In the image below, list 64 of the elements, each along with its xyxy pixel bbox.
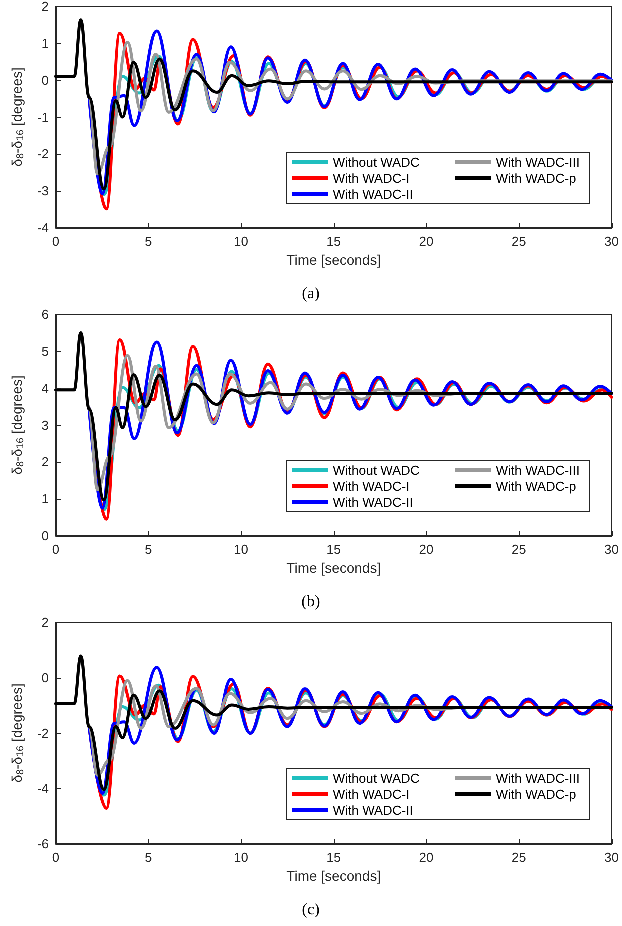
x-tick-label: 15	[326, 850, 342, 865]
legend-label: Without WADC	[333, 463, 420, 478]
y-tick-label: -4	[37, 781, 49, 796]
y-tick-label: 0	[42, 670, 49, 686]
x-tick-label: 10	[234, 234, 248, 249]
x-tick-label: 30	[604, 234, 620, 249]
legend-label: With WADC-p	[496, 171, 576, 186]
x-tick-label: 10	[234, 542, 248, 557]
x-tick-label: 15	[326, 542, 342, 557]
x-tick-label: 25	[512, 234, 526, 249]
legend-label: With WADC-I	[333, 479, 410, 494]
x-tick-label: 25	[512, 850, 526, 865]
y-tick-label: -3	[37, 184, 49, 199]
legend-label: Without WADC	[333, 155, 420, 170]
legend-label: With WADC-III	[496, 771, 580, 786]
y-tick-label: 2	[42, 615, 49, 630]
x-tick-label: 20	[419, 234, 434, 249]
y-tick-label: 6	[42, 307, 49, 322]
x-tick-label: 30	[604, 542, 620, 557]
y-tick-label: -2	[37, 726, 49, 741]
legend-label: With WADC-III	[496, 155, 580, 170]
x-tick-label: 20	[419, 542, 434, 557]
y-tick-label: 0	[42, 72, 49, 88]
y-tick-label: 1	[42, 492, 49, 507]
x-tick-label: 0	[52, 234, 60, 249]
x-tick-label: 0	[52, 850, 60, 865]
text: (c)	[302, 902, 320, 918]
x-tick-label: 5	[145, 542, 152, 557]
x-tick-label: 25	[512, 542, 526, 557]
x-tick-label: 5	[145, 234, 152, 249]
y-tick-label: 2	[42, 454, 49, 470]
text: (b)	[302, 594, 320, 610]
legend-label: With WADC-p	[496, 787, 576, 802]
x-tick-label: 0	[52, 542, 60, 557]
legend-label: With WADC-I	[333, 171, 410, 186]
y-tick-label: 2	[42, 0, 49, 14]
x-tick-label: 15	[326, 234, 342, 249]
legend-label: With WADC-III	[496, 463, 580, 478]
y-tick-label: -1	[37, 110, 49, 125]
y-tick-label: -6	[37, 836, 49, 852]
x-tick-label: 5	[145, 850, 152, 865]
y-axis-title: δ8-δ16 [degrees]	[9, 376, 26, 475]
y-tick-label: 5	[42, 344, 49, 359]
y-axis-title: δ8-δ16 [degrees]	[9, 684, 26, 783]
legend-label: With WADC-I	[333, 787, 410, 802]
x-tick-label: 10	[234, 850, 248, 865]
legend-label: Without WADC	[333, 771, 420, 786]
text: (a)	[302, 286, 320, 302]
x-tick-label: 30	[604, 850, 620, 865]
y-tick-label: -2	[37, 146, 49, 162]
legend-label: With WADC-p	[496, 479, 576, 494]
y-tick-label: 0	[42, 528, 49, 544]
legend-label: With WADC-II	[333, 495, 414, 510]
y-tick-label: 4	[42, 380, 49, 396]
legend-label: With WADC-II	[333, 803, 414, 818]
y-tick-label: -4	[37, 220, 49, 236]
y-tick-label: 1	[42, 36, 49, 51]
y-tick-label: 3	[42, 418, 49, 433]
y-axis-title: δ8-δ16 [degrees]	[9, 68, 26, 167]
x-axis-title: Time [seconds]	[286, 560, 382, 576]
x-tick-label: 20	[419, 850, 434, 865]
legend-label: With WADC-II	[333, 187, 414, 202]
x-axis-title: Time [seconds]	[286, 252, 382, 268]
x-axis-title: Time [seconds]	[286, 868, 382, 884]
